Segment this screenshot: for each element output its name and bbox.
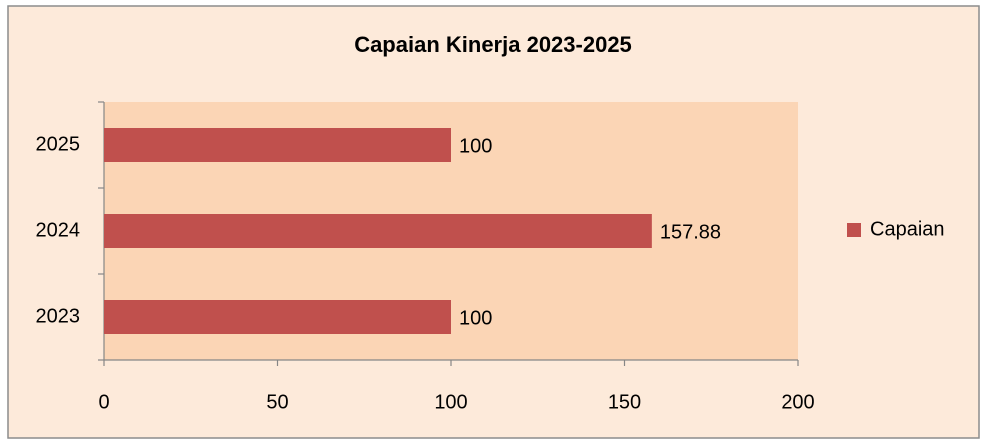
x-tick-label: 100 (434, 391, 467, 413)
y-tick-label: 2023 (36, 305, 81, 327)
data-label: 100 (459, 135, 492, 157)
y-tick-label: 2025 (36, 133, 81, 155)
x-tick-label: 200 (781, 391, 814, 413)
legend-swatch (847, 223, 861, 237)
data-label: 100 (459, 307, 492, 329)
legend-label: Capaian (870, 218, 945, 240)
data-label: 157.88 (660, 221, 721, 243)
bar (104, 300, 451, 334)
x-tick-label: 50 (266, 391, 288, 413)
bar (104, 128, 451, 162)
x-tick-label: 0 (98, 391, 109, 413)
bar (104, 214, 652, 248)
y-tick-label: 2024 (36, 219, 81, 241)
x-tick-label: 150 (608, 391, 641, 413)
chart-title: Capaian Kinerja 2023-2025 (354, 32, 632, 57)
